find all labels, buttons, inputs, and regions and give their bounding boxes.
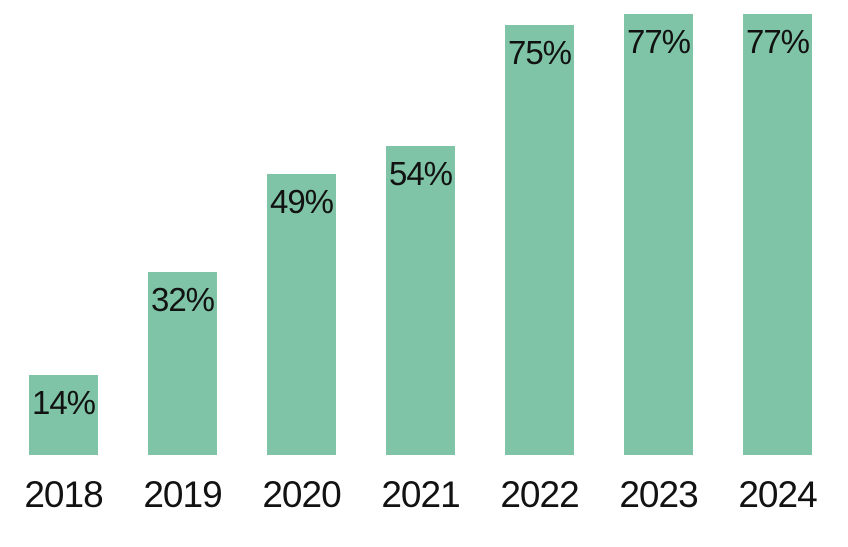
bar-2020: 49% [267,174,336,455]
bar-2023: 77% [624,14,693,455]
bar-value-label-2020: 49% [269,183,334,220]
bar-2018: 14% [29,375,98,455]
x-tick-label-2024: 2024 [738,474,817,515]
bar-value-label-2022: 75% [507,34,572,71]
bar-2022: 75% [505,25,574,455]
x-tick-label-2023: 2023 [619,474,698,515]
x-tick-label-2021: 2021 [381,474,460,515]
bar-value-label-2024: 77% [745,23,810,60]
bar-value-label-2023: 77% [626,23,691,60]
bar-value-label-2021: 54% [388,155,453,192]
bar-2019: 32% [148,272,217,455]
bar-value-label-2018: 14% [31,384,96,421]
x-tick-label-2022: 2022 [500,474,579,515]
x-tick-label-2018: 2018 [24,474,103,515]
bar-2024: 77% [743,14,812,455]
x-tick-label-2020: 2020 [262,474,341,515]
x-tick-label-2019: 2019 [143,474,222,515]
bar-2021: 54% [386,146,455,455]
bar-value-label-2019: 32% [150,281,215,318]
